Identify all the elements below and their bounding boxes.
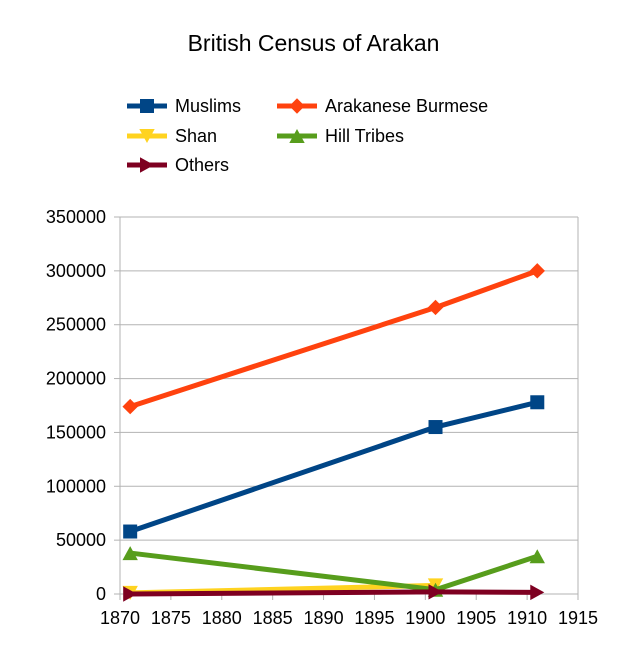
x-tick-label: 1880: [202, 608, 242, 628]
series-others: [123, 584, 545, 602]
data-point: [123, 586, 138, 602]
y-tick-label: 250000: [46, 315, 106, 335]
x-tick-label: 1905: [456, 608, 496, 628]
y-tick-label: 150000: [46, 422, 106, 442]
data-point: [529, 549, 545, 564]
x-tick-label: 1890: [304, 608, 344, 628]
series-line: [130, 589, 538, 597]
x-tick-label: 1895: [354, 608, 394, 628]
legend-label: Others: [175, 154, 230, 175]
y-tick-label: 50000: [56, 530, 106, 550]
x-tick-label: 1885: [253, 608, 293, 628]
data-point: [123, 524, 138, 539]
legend-swatch-icon: [127, 99, 167, 113]
legend-swatch-marker: [289, 98, 305, 114]
legend-swatch-marker: [140, 157, 154, 173]
y-tick-label: 100000: [46, 476, 106, 496]
legend-item: Arakanese Burmese: [275, 95, 488, 117]
data-point: [529, 263, 545, 279]
legend: Muslims Arakanese Burmese Shan Hill Tribes O…: [0, 0, 627, 200]
legend-swatch-marker: [289, 129, 305, 143]
legend-item: Muslims: [125, 95, 241, 117]
data-point: [530, 584, 545, 601]
data-point: [530, 395, 545, 410]
y-tick-label: 200000: [46, 369, 106, 389]
legend-label: Muslims: [175, 95, 241, 116]
x-tick-label: 1870: [100, 608, 140, 628]
series-line: [129, 399, 538, 534]
data-point: [122, 546, 138, 561]
legend-swatch-icon: [277, 129, 317, 143]
legend-item: Shan: [125, 125, 217, 147]
series-line: [129, 550, 539, 593]
data-point: [428, 420, 443, 435]
data-point: [427, 299, 444, 316]
data-point: [428, 584, 443, 600]
y-tick-label: 300000: [46, 261, 106, 281]
legend-item: Others: [125, 154, 229, 176]
x-tick-label: 1900: [405, 608, 445, 628]
legend-swatch-marker: [139, 129, 155, 143]
legend-swatch-icon: [277, 98, 317, 114]
chart-title: British Census of Arakan: [187, 30, 440, 56]
legend-label: Shan: [175, 125, 218, 146]
series-line: [129, 268, 539, 409]
x-tick-label: 1915: [558, 608, 598, 628]
series-arakanese-burmese: [122, 263, 545, 415]
legend-swatch-icon: [127, 157, 167, 173]
data-point: [122, 398, 138, 415]
x-tick-label: 1910: [507, 608, 547, 628]
legend-swatch-icon: [127, 129, 167, 143]
legend-item: Hill Tribes: [275, 125, 404, 147]
x-tick-label: 1875: [151, 608, 191, 628]
series-muslims: [123, 395, 545, 539]
legend-swatch-marker: [140, 99, 154, 113]
legend-label: Hill Tribes: [325, 125, 405, 146]
y-tick-label: 350000: [46, 207, 106, 227]
legend-label: Arakanese Burmese: [325, 95, 489, 116]
y-tick-label: 0: [96, 584, 106, 604]
